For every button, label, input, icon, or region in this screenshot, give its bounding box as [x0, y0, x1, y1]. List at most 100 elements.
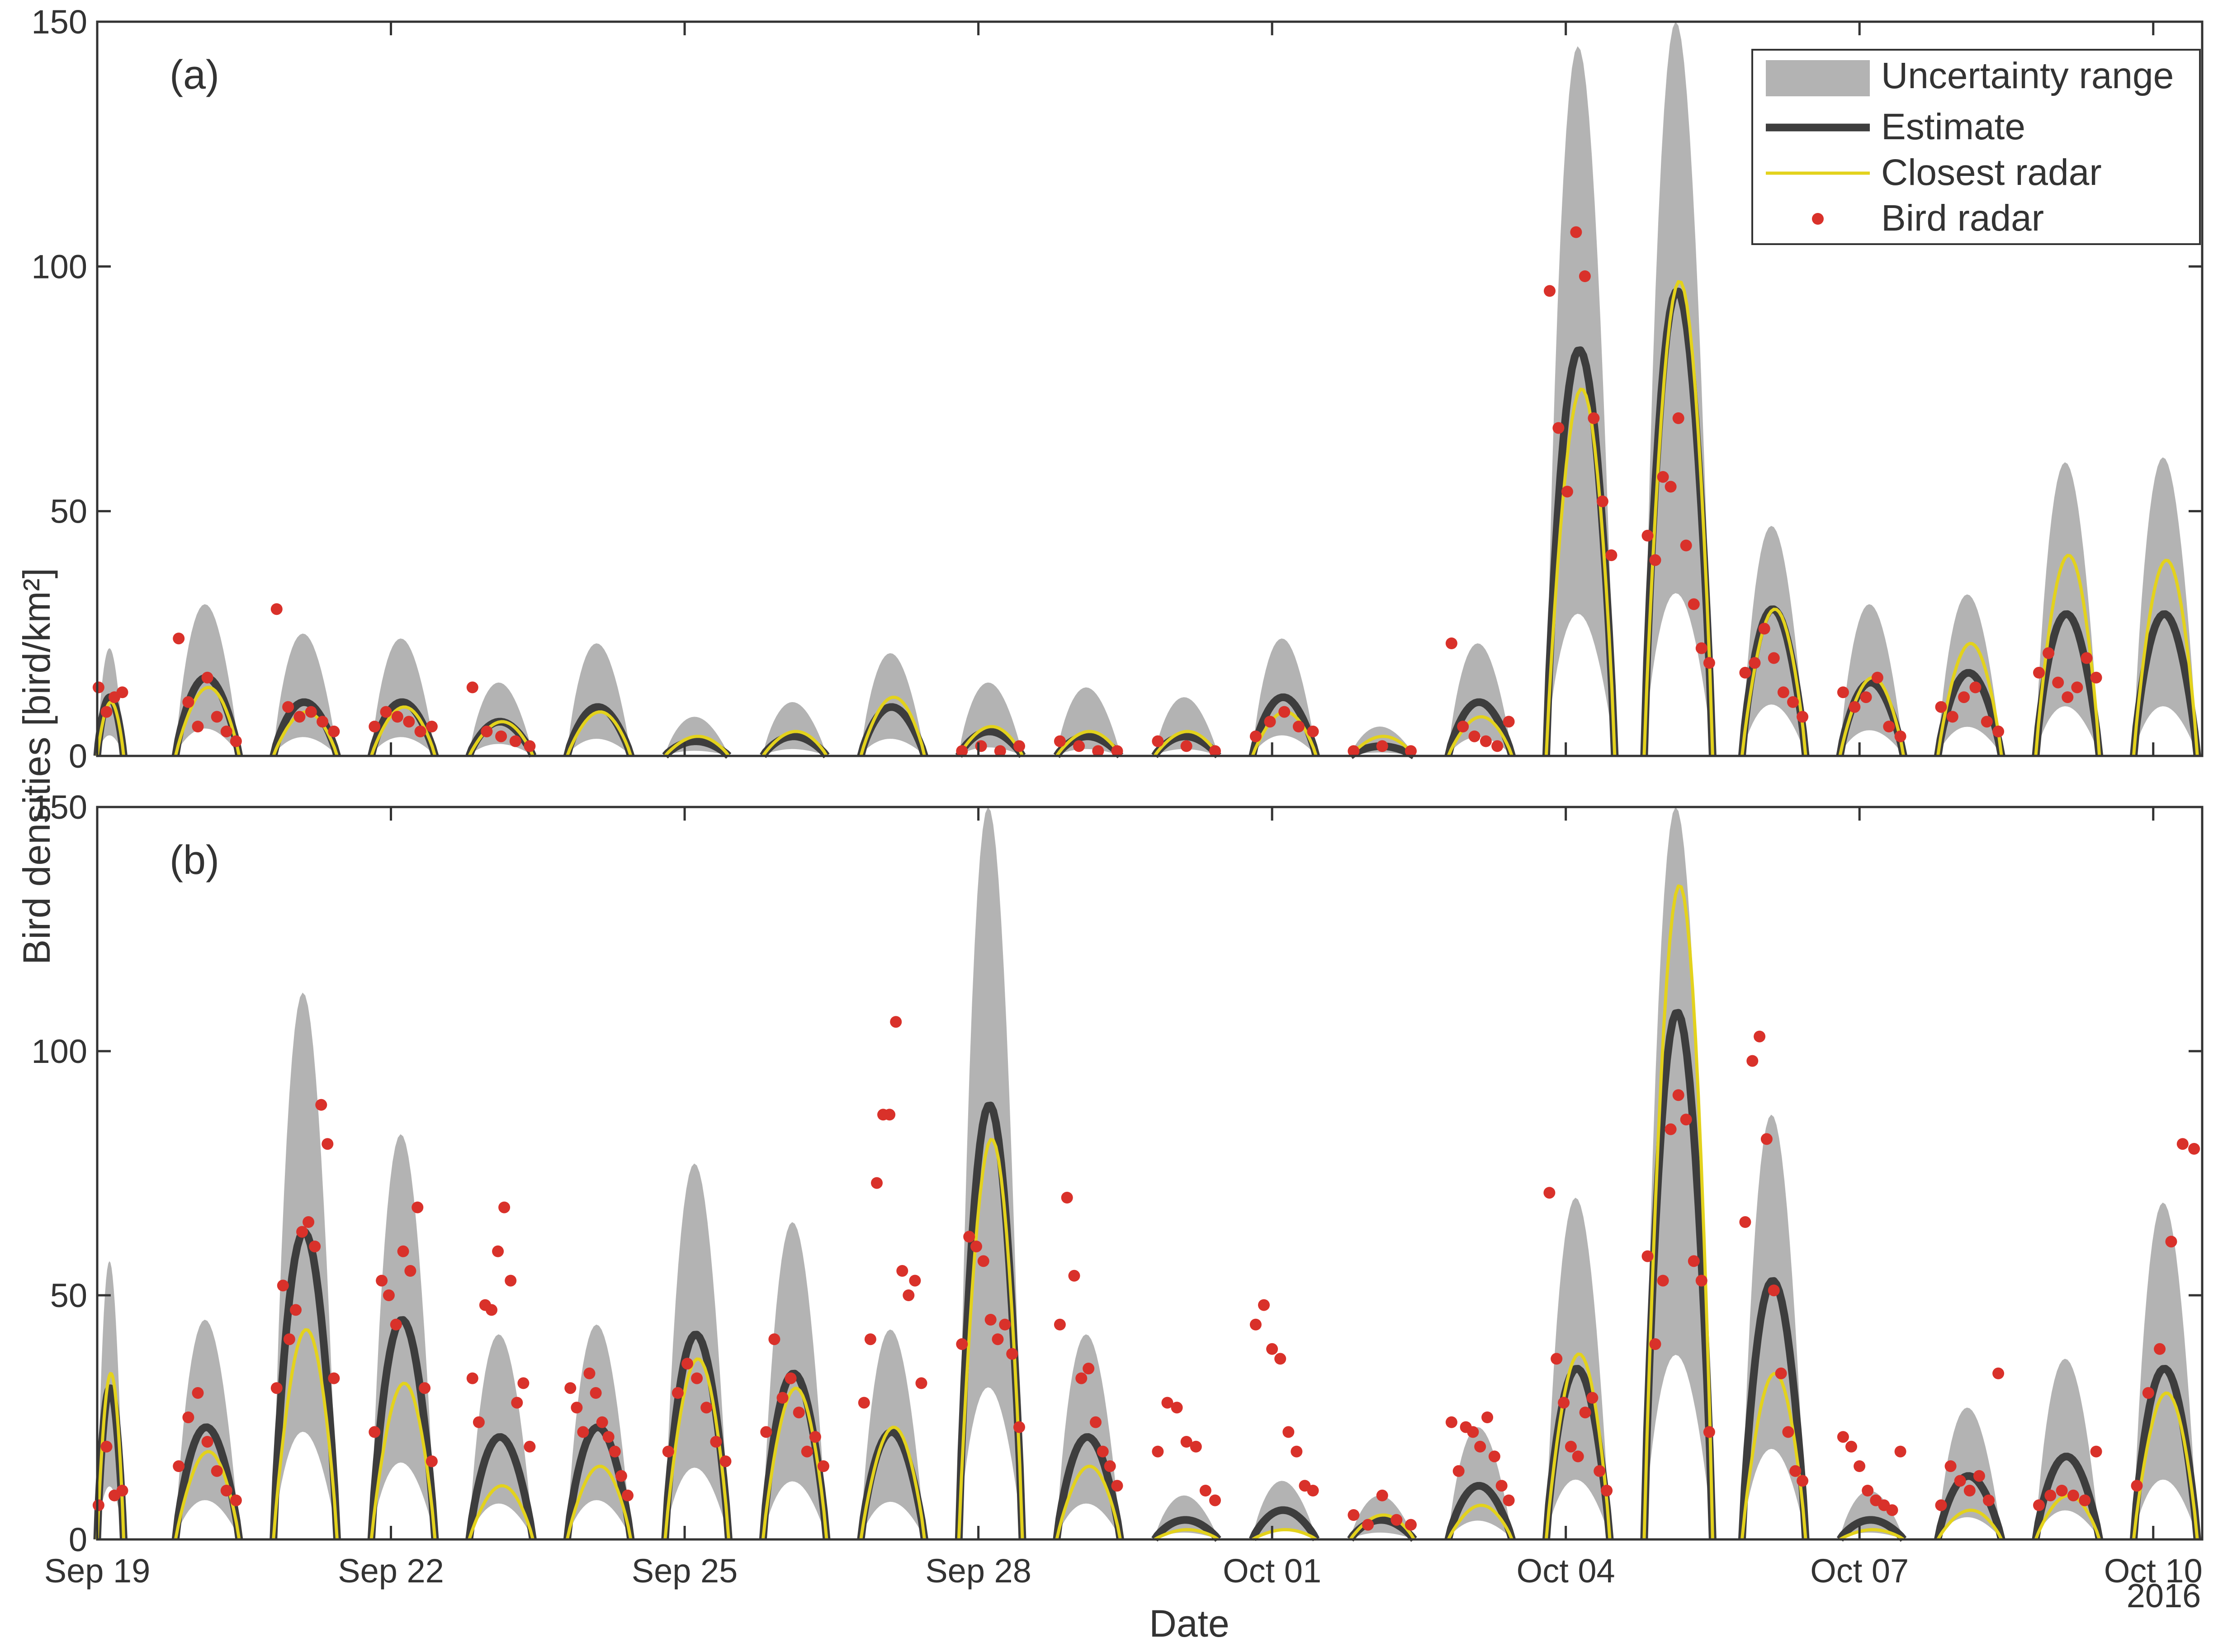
uncertainty-band-night-4 [371, 1134, 435, 1539]
bird-radar-point [1209, 745, 1221, 757]
bird-radar-point [1862, 1485, 1874, 1496]
bird-radar-point [419, 1382, 431, 1394]
closest-radar-line-night-8 [761, 730, 828, 757]
bird-radar-point [1837, 686, 1849, 699]
bird-radar-point [1782, 1426, 1794, 1438]
bird-radar-point [2090, 1445, 2102, 1458]
bird-radar-point [1775, 1367, 1787, 1379]
bird-radar-point [2079, 1494, 2091, 1506]
estimate-line-night-3 [270, 698, 341, 757]
bird-radar-point [282, 701, 294, 713]
closest-radar-line-night-19 [1839, 1528, 1905, 1541]
bird-radar-point [390, 1318, 402, 1331]
bird-radar-point [369, 721, 381, 732]
x-tick-label: Sep 22 [338, 1552, 444, 1590]
bird-radar-point [1264, 716, 1276, 728]
closest-radar-line-night-1 [95, 700, 125, 756]
uncertainty-band-night-16 [1546, 46, 1615, 756]
closest-radar-line-night-8 [761, 1387, 828, 1540]
bird-radar-point [1605, 549, 1617, 562]
bird-radar-point [1954, 1475, 1966, 1487]
bird-radar-point [1291, 1445, 1303, 1458]
bird-radar-point [1474, 1440, 1486, 1453]
panel-label: (a) [170, 52, 219, 98]
bird-radar-point [1445, 1416, 1457, 1428]
bird-radar-point [1935, 1499, 1947, 1511]
panel-label: (b) [170, 838, 219, 883]
closest-radar-line-night-20 [1936, 1508, 2003, 1540]
bird-radar-point [376, 1274, 388, 1287]
estimate-line-night-13 [1249, 693, 1320, 757]
uncertainty-band-night-18 [1742, 526, 1806, 756]
bird-radar-point [1282, 1426, 1295, 1438]
bird-radar-point [1579, 270, 1591, 282]
bird-radar-point [1480, 735, 1492, 747]
bird-radar-point [896, 1265, 908, 1277]
bird-radar-point [511, 1397, 523, 1409]
closest-radar-line-night-16 [1544, 387, 1617, 756]
bird-radar-point [403, 716, 415, 728]
x-axis-title: Date [1149, 1602, 1229, 1645]
bird-radar-point [785, 1372, 797, 1384]
bird-radar-point [1061, 1192, 1073, 1204]
bird-radar-point [1292, 721, 1305, 732]
bird-radar-point [1992, 725, 2005, 737]
bird-radar-point [884, 1109, 896, 1121]
bird-radar-point [1992, 1367, 2005, 1379]
bird-radar-point [583, 1367, 596, 1379]
bird-radar-point [1551, 1353, 1563, 1365]
closest-radar-line-night-2 [174, 686, 241, 756]
bird-radar-point [2165, 1236, 2177, 1248]
bird-radar-point [2176, 1138, 2189, 1150]
bird-radar-point [1405, 1519, 1417, 1531]
bird-radar-point [1348, 745, 1360, 757]
bird-radar-point [2052, 676, 2064, 689]
bird-radar-point [322, 1138, 334, 1150]
closest-radar-line-night-18 [1740, 608, 1807, 756]
bird-radar-point [1845, 1440, 1857, 1453]
bird-radar-point [1445, 637, 1457, 649]
bird-radar-point [1274, 1353, 1286, 1365]
axes-layer: 0 50 100 150 (a) 0 50 100 150 Sep 19 Sep 22 Sep 25 S… [32, 3, 2204, 1590]
bird-radar-point [1152, 1445, 1164, 1458]
bird-radar-point [1013, 740, 1025, 752]
bird-radar-point [1588, 412, 1600, 424]
bird-radar-point [1258, 1299, 1270, 1311]
bird-radar-point [1362, 1519, 1374, 1531]
bird-radar-point [1665, 481, 1677, 493]
bird-radar-point [466, 1372, 478, 1384]
bird-radar-point [426, 1455, 438, 1468]
bird-radar-point [1837, 1431, 1849, 1443]
bird-radar-point [2131, 1480, 2143, 1492]
bird-radar-point [1594, 1465, 1606, 1477]
bird-radar-point [498, 1201, 511, 1213]
bird-radar-point [1452, 1465, 1465, 1477]
estimate-line-night-15 [1444, 1482, 1516, 1541]
bird-radar-point [1561, 486, 1573, 498]
bird-radar-point [230, 735, 242, 747]
closest-radar-line-night-3 [272, 1328, 339, 1540]
bird-radar-point [809, 1431, 821, 1443]
closest-radar-line-night-13 [1252, 1528, 1317, 1541]
uncertainty-band-night-17 [1644, 22, 1713, 756]
bird-radar-point [1543, 1187, 1556, 1199]
uncertainty-band-night-10 [959, 807, 1022, 1539]
bird-radar-point [975, 740, 987, 752]
uncertainty-band-night-21 [2035, 462, 2100, 756]
y-tick-label: 0 [69, 1521, 87, 1558]
bird-radar-point [1491, 740, 1504, 752]
bird-radar-point [776, 1392, 789, 1404]
bird-radar-point [524, 1440, 536, 1453]
bird-radar-point [509, 735, 521, 747]
estimate-line-night-18 [1738, 1277, 1810, 1540]
plot-layer [92, 22, 2201, 1542]
bird-radar-point [909, 1274, 921, 1287]
y-tick-label: 0 [69, 737, 87, 775]
bird-radar-point [492, 1245, 504, 1257]
bird-radar-point [173, 632, 185, 645]
bird-radar-point [672, 1387, 684, 1399]
bird-radar-point [283, 1333, 295, 1345]
closest-radar-line-night-14 [1349, 735, 1415, 757]
bird-radar-point [380, 706, 392, 718]
